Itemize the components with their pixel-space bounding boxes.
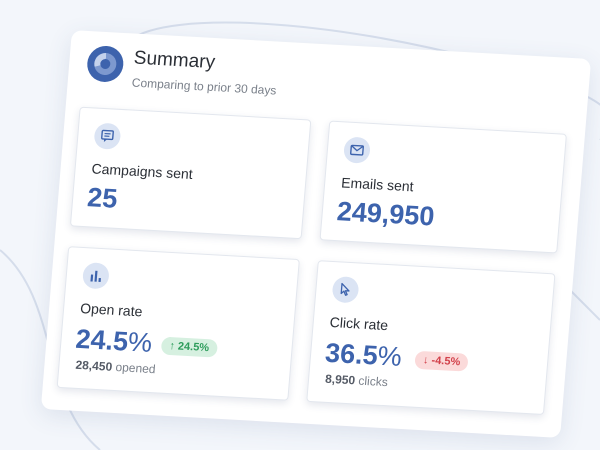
card-label: Campaigns sent [91,160,194,183]
card-label: Click rate [329,313,389,334]
card-value: 24.5% [74,323,154,358]
card-value: 249,950 [335,196,436,232]
page-title: Summary [133,47,216,74]
click-rate-card[interactable]: Click rate 36.5% ↓ -4.5% 8,950 clicks [306,260,556,416]
emails-sent-card[interactable]: Emails sent 249,950 [319,120,567,254]
donut-chart-icon [85,45,125,83]
card-value: 36.5% [324,337,403,372]
card-label: Open rate [79,299,144,320]
change-badge-up: ↑ 24.5% [160,336,218,358]
change-badge-down: ↓ -4.5% [414,350,469,372]
cursor-icon [331,276,360,304]
page-subtitle: Comparing to prior 30 days [131,75,277,98]
card-value: 25 [86,182,119,214]
card-footer: 8,950 clicks [324,371,389,390]
card-footer: 28,450 opened [74,357,157,377]
bar-chart-icon [81,262,110,290]
mail-icon [342,136,372,164]
chat-message-icon [93,122,122,150]
summary-panel: Summary Comparing to prior 30 days Campa… [40,30,592,438]
card-label: Emails sent [340,174,415,195]
open-rate-card[interactable]: Open rate 24.5% ↑ 24.5% 28,450 opened [56,246,300,401]
campaigns-sent-card[interactable]: Campaigns sent 25 [69,106,312,240]
